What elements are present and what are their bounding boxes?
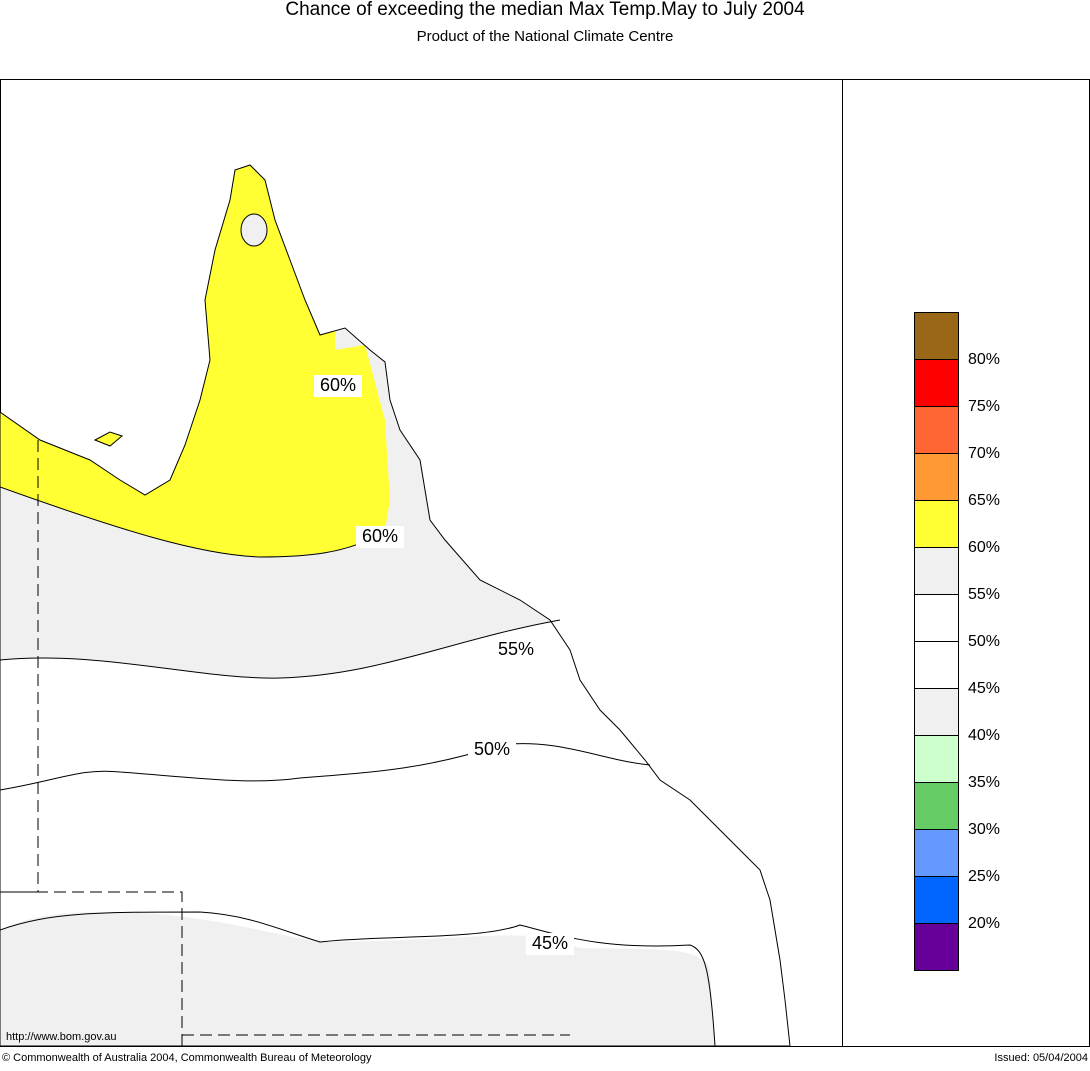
legend-swatch [914, 829, 959, 877]
legend-swatch [914, 641, 959, 689]
borders [0, 440, 570, 1046]
contour-label-bg [526, 933, 574, 955]
state-border [0, 440, 570, 1046]
legend-label: 40% [968, 727, 1000, 744]
contour-60 [0, 486, 386, 558]
legend-swatch [914, 782, 959, 830]
contour-label: 60% [320, 375, 356, 395]
legend-label: 70% [968, 445, 1000, 462]
region-grey-island [240, 213, 268, 247]
contour-45 [0, 911, 716, 1047]
contour-label-bg [492, 639, 540, 661]
legend-label: 45% [968, 680, 1000, 697]
legend-swatch [914, 594, 959, 642]
legend-swatch [914, 500, 959, 548]
legend-label: 30% [968, 821, 1000, 838]
footer-left: © Commonwealth of Australia 2004, Common… [2, 1052, 372, 1064]
legend-label: 20% [968, 915, 1000, 932]
contour-label: 60% [362, 526, 398, 546]
url: http://www.bom.gov.au [6, 1031, 116, 1043]
contour-label-bg [356, 526, 404, 548]
legend-label: 80% [968, 351, 1000, 368]
legend-label: 25% [968, 868, 1000, 885]
contour-55 [0, 619, 561, 679]
legend-swatch [914, 453, 959, 501]
legend-swatch [914, 359, 959, 407]
legend-label: 35% [968, 774, 1000, 791]
contour-label: 45% [532, 933, 568, 953]
legend-label: 60% [968, 539, 1000, 556]
legend-swatch [914, 688, 959, 736]
legend-swatch [914, 547, 959, 595]
legend-swatch [914, 923, 959, 971]
legend-label: 75% [968, 398, 1000, 415]
legend-label: 50% [968, 633, 1000, 650]
legend-label: 65% [968, 492, 1000, 509]
island [93, 431, 124, 447]
legend-label: 55% [968, 586, 1000, 603]
contour-labels: 60% 60% 55% 50% 45% [314, 375, 574, 955]
legend-swatch [914, 876, 959, 924]
legend-swatch [914, 312, 959, 360]
subtitle: Product of the National Climate Centre [417, 28, 674, 45]
title: Chance of exceeding the median Max Temp.… [285, 0, 805, 20]
contour-label: 50% [474, 739, 510, 759]
legend-swatch [914, 735, 959, 783]
contour-label-bg [468, 739, 516, 761]
contour-50 [0, 743, 651, 791]
contours [0, 486, 716, 1047]
contour-label: 55% [498, 639, 534, 659]
legend: 80% 75% 70% 65% 60% 55% 50% 45% 40% 35% 30% 25% 20% [914, 312, 1000, 971]
footer-right: Issued: 05/04/2004 [994, 1052, 1088, 1064]
contour-label-bg [314, 375, 362, 397]
legend-swatch [914, 406, 959, 454]
